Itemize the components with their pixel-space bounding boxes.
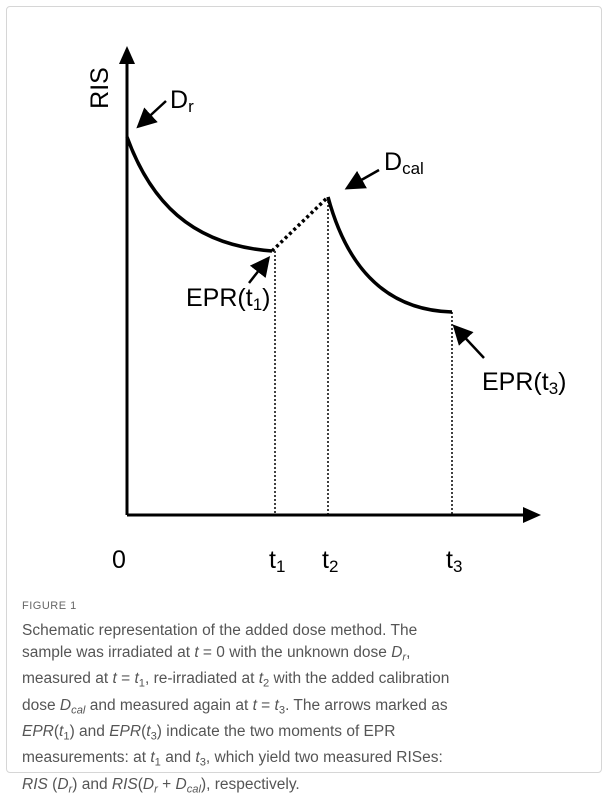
caption-text: ( <box>47 775 58 793</box>
label-text: 0 <box>112 546 126 574</box>
caption-text: and <box>160 749 196 767</box>
italic-text: t <box>59 723 64 741</box>
subscript: cal <box>402 159 424 178</box>
subscript: cal <box>186 783 201 796</box>
caption-text: = <box>116 670 135 688</box>
italic-text: t <box>274 696 279 714</box>
caption-line: RIS (Dr) and RIS(Dr + Dcal), respectivel… <box>22 774 449 800</box>
caption-text: ( <box>141 723 147 741</box>
caption-line: EPR(t1) and EPR(t3) indicate the two mom… <box>22 721 449 747</box>
caption-text: measured at <box>22 670 113 688</box>
italic-text: D <box>57 775 69 793</box>
axes <box>119 46 541 523</box>
caption-text: ), respectively. <box>200 775 300 793</box>
italic-text: t <box>195 749 200 767</box>
italic-text: t <box>146 723 151 741</box>
label-text: D <box>384 148 402 176</box>
subscript: 3 <box>150 730 157 743</box>
figure-label: EPR(t3) <box>482 368 566 398</box>
label-text: t <box>446 546 453 574</box>
caption-text: dose <box>22 696 60 714</box>
caption-text: = 0 with the unknown dose <box>198 644 392 661</box>
italic-text: D <box>142 775 155 793</box>
arrows <box>136 100 485 359</box>
figure-label: RIS <box>86 67 114 109</box>
caption-line: dose Dcal and measured again at t = t3. … <box>22 695 449 721</box>
caption-line: measured at t = t1, re-irradiated at t2 … <box>22 668 449 694</box>
caption-text: ( <box>53 723 60 741</box>
figure-label: t3 <box>446 546 462 576</box>
subscript: 3 <box>199 756 206 769</box>
subscript: 2 <box>263 677 270 690</box>
caption-text: , re-irradiated at <box>144 670 259 688</box>
italic-text: RIS <box>22 775 48 793</box>
subscript: 3 <box>278 704 286 717</box>
figure-label: EPR(t1) <box>186 284 270 314</box>
label-text: t <box>322 546 329 574</box>
label-text: D <box>170 86 188 114</box>
caption-text: ) and <box>69 723 110 741</box>
caption-line: measurements: at t1 and t3, which yield … <box>22 747 449 773</box>
figure-label: Dr <box>170 86 194 116</box>
label-text: EPR(t <box>186 284 253 312</box>
caption-text: Schematic representation of the added do… <box>22 622 418 639</box>
caption-text: + <box>157 775 176 793</box>
subscript: 1 <box>63 730 70 743</box>
label-text: ) <box>262 284 270 312</box>
label-text: ) <box>558 368 566 396</box>
subscript: 3 <box>453 557 462 576</box>
caption-text: sample was irradiated at <box>22 644 195 661</box>
caption-text: . The arrows marked as <box>285 696 448 714</box>
italic-text: t <box>150 749 155 767</box>
caption-text: = <box>256 696 275 714</box>
caption-line: sample was irradiated at t = 0 with the … <box>22 642 449 668</box>
italic-text: t <box>252 696 257 714</box>
figure-label: 0 <box>112 546 126 574</box>
subscript: 1 <box>253 295 262 314</box>
subscript: cal <box>71 704 86 717</box>
caption-text: and measured again at <box>85 696 253 714</box>
figure-label: t2 <box>322 546 338 576</box>
italic-text: t <box>194 644 199 661</box>
subscript: 1 <box>138 677 145 690</box>
italic-text: D <box>175 775 187 793</box>
page: RIS 0 t1 t2 t3 Dr Dcal EPR(t1) EPR(t3) FIGURE 1 … <box>6 6 602 796</box>
subscript: 3 <box>549 379 558 398</box>
label-text: EPR(t <box>482 368 549 396</box>
italic-text: EPR <box>109 723 142 741</box>
figure-frame <box>6 6 602 773</box>
subscript: 2 <box>329 557 338 576</box>
italic-text: RIS <box>111 775 138 793</box>
figure-label: t1 <box>269 546 285 576</box>
caption-text: measurements: at <box>22 749 151 767</box>
subscript: 1 <box>276 557 285 576</box>
italic-text: t <box>134 670 139 688</box>
subscript: r <box>188 97 194 116</box>
curves <box>125 136 453 515</box>
caption-text: , <box>406 644 411 661</box>
italic-text: t <box>258 670 264 688</box>
subscript: 1 <box>154 756 161 769</box>
caption-line: Schematic representation of the added do… <box>22 620 449 642</box>
label-text: RIS <box>86 67 114 109</box>
italic-text: D <box>391 644 403 661</box>
figure-label: Dcal <box>384 148 424 178</box>
italic-text: t <box>112 670 117 688</box>
caption-text: , which yield two measured RISes: <box>205 749 443 767</box>
caption-text: ) and <box>72 775 112 793</box>
caption: Schematic representation of the added do… <box>22 620 449 800</box>
subscript: r <box>402 651 407 664</box>
italic-text: EPR <box>22 723 54 741</box>
label-text: t <box>269 546 276 574</box>
caption-text: with the added calibration <box>269 670 450 688</box>
caption-text: ) indicate the two moments of EPR <box>156 723 396 741</box>
caption-label: FIGURE 1 <box>22 600 77 612</box>
italic-text: D <box>59 696 72 714</box>
